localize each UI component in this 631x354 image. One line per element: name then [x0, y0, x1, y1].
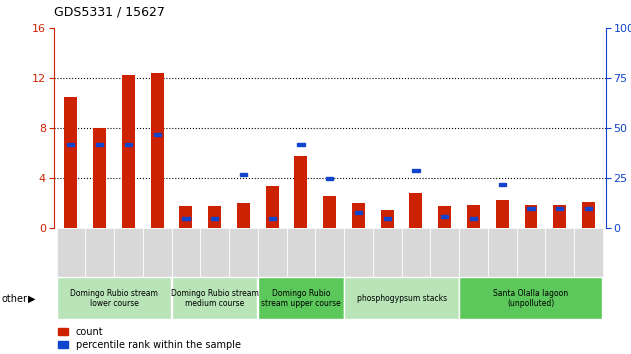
Bar — [524, 205, 538, 228]
Bar — [373, 228, 401, 278]
Bar — [172, 228, 200, 278]
Bar — [114, 228, 143, 278]
Bar — [517, 228, 545, 278]
Bar — [295, 156, 307, 228]
Text: phosphogypsum stacks: phosphogypsum stacks — [357, 294, 447, 303]
Bar — [57, 228, 85, 278]
Bar — [344, 277, 459, 319]
Bar — [496, 200, 509, 228]
Bar — [93, 129, 106, 228]
Bar — [266, 186, 279, 228]
Bar — [237, 203, 250, 228]
Bar — [528, 207, 534, 210]
Text: ▶: ▶ — [28, 294, 36, 304]
Text: GDS5331 / 15627: GDS5331 / 15627 — [54, 5, 165, 18]
Bar — [401, 228, 430, 278]
Bar — [459, 277, 603, 319]
Bar — [545, 228, 574, 278]
Bar — [179, 206, 192, 228]
Bar — [182, 217, 189, 219]
Bar — [297, 143, 305, 145]
Bar — [211, 217, 218, 219]
Legend: count, percentile rank within the sample: count, percentile rank within the sample — [59, 327, 241, 350]
Text: other: other — [2, 294, 28, 304]
Bar — [323, 196, 336, 228]
Bar — [269, 217, 276, 219]
Bar — [459, 228, 488, 278]
Bar — [441, 215, 448, 218]
Bar — [574, 228, 603, 278]
Bar — [172, 277, 257, 319]
Bar — [585, 207, 592, 210]
Bar — [439, 206, 451, 228]
Bar — [258, 277, 343, 319]
Bar — [143, 228, 172, 278]
Bar — [151, 73, 163, 228]
Bar — [64, 97, 78, 228]
Bar — [470, 217, 477, 219]
Bar — [258, 228, 286, 278]
Bar — [498, 183, 506, 185]
Bar — [240, 173, 247, 176]
Bar — [352, 203, 365, 228]
Bar — [380, 210, 394, 228]
Bar — [208, 206, 221, 228]
Bar — [125, 143, 132, 145]
Bar — [229, 228, 258, 278]
Text: Domingo Rubio stream
lower course: Domingo Rubio stream lower course — [70, 289, 158, 308]
Bar — [344, 228, 373, 278]
Bar — [57, 277, 171, 319]
Bar — [384, 217, 391, 219]
Bar — [582, 202, 595, 228]
Bar — [553, 205, 566, 228]
Bar — [467, 205, 480, 228]
Bar — [286, 228, 316, 278]
Bar — [85, 228, 114, 278]
Bar — [68, 143, 74, 145]
Bar — [488, 228, 517, 278]
Bar — [355, 211, 362, 213]
Bar — [316, 228, 344, 278]
Bar — [326, 177, 333, 179]
Bar — [122, 75, 135, 228]
Bar — [430, 228, 459, 278]
Text: Santa Olalla lagoon
(unpolluted): Santa Olalla lagoon (unpolluted) — [493, 289, 569, 308]
Bar — [96, 143, 103, 145]
Bar — [410, 193, 422, 228]
Bar — [153, 133, 161, 136]
Bar — [200, 228, 229, 278]
Text: Domingo Rubio
stream upper course: Domingo Rubio stream upper course — [261, 289, 341, 308]
Bar — [413, 169, 420, 172]
Text: Domingo Rubio stream
medium course: Domingo Rubio stream medium course — [171, 289, 259, 308]
Bar — [556, 207, 563, 210]
